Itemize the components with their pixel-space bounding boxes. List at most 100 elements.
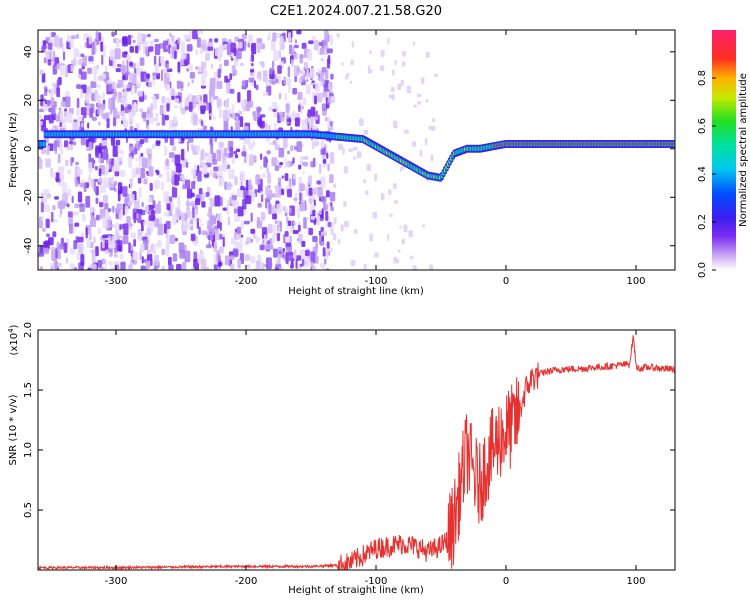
spectrogram-cell [413,104,417,108]
spectrogram-cell [306,112,311,118]
spectrogram-cell [363,129,369,135]
spectrogram-cell [318,186,323,198]
spectrogram-cell [59,109,64,121]
spectrogram-cell [321,196,327,203]
spectrogram-cell [172,116,178,123]
spectrogram-cell [85,195,91,208]
spectrogram-cell [119,224,122,231]
spectrogram-cell [174,237,178,242]
spectrogram-cell [123,119,129,128]
colorbar-label: Normalized spectral amplitude [738,73,749,227]
spectrogram-cell [400,79,404,86]
spectrogram-cell [191,79,194,84]
spectrogram-cell [341,62,344,67]
spectrogram-cell [163,40,169,53]
spectrogram-cell [129,46,134,53]
spectrogram-cell [38,108,45,113]
spectrogram-cell [248,184,253,190]
spectrogram-cell [343,166,349,174]
spectrogram-cell [58,212,62,219]
spectrogram-cell [83,182,87,193]
spectrogram-cell [268,106,273,112]
spectrogram-cell [234,36,240,42]
spectrogram-cell [234,176,238,186]
spectrogram-cell [331,228,334,235]
spectrogram-cell [321,231,328,236]
spectrogram-cell [412,265,417,270]
spectrogram-cell [147,153,152,160]
spectrogram-cell [196,37,201,48]
spectrogram-cell [293,173,296,180]
spectrogram-cell [39,69,44,75]
spectrogram-cell [75,33,79,39]
spectrogram-cell [136,138,139,150]
spectrogram-cell [321,103,328,111]
spectrogram-cell [292,157,295,164]
spectrogram-cell [287,188,292,198]
spectrogram-cell [296,255,302,261]
spectrogram-cell [273,248,278,258]
spectrogram-cell [299,183,305,192]
spectrogram-cell [337,143,343,150]
spectrogram-cell [231,237,236,245]
spectrogram-cell [134,201,140,209]
spectrogram-cell [99,267,105,270]
spectrogram-cell [218,246,224,254]
spectrogram-cell [40,266,44,270]
spectrogram-cell [191,168,196,176]
spectrogram-cell [186,188,193,199]
spectrogram-cell [109,266,115,270]
spectrogram-cell [260,190,263,196]
spectrogram-cell [115,68,121,73]
spectrogram-x-axis-label: Height of straight line (km) [288,286,424,297]
spectrogram-cell [266,150,271,155]
spectrogram-cell [262,92,269,96]
spectrogram-cell [312,209,316,217]
spectrogram-cell [206,212,211,217]
spectrogram-cell [69,112,73,124]
spectrogram-cell [318,163,322,174]
spectrogram-cell [298,164,302,170]
spectrogram-cell [260,211,266,221]
spectrogram-cell [255,235,259,244]
spectrogram-cell [89,233,92,241]
spectrogram-cell [242,145,246,152]
spectrogram-cell [174,98,180,103]
spectrogram-cell [108,261,113,266]
spectrogram-cell [176,219,179,223]
spectrogram-cell [77,191,83,203]
spectrogram-cell [296,30,302,35]
spectrogram-cell [276,219,280,226]
spectrogram-cell [43,247,50,255]
spectrogram-cell [150,210,156,221]
spectrogram-y-axis-label: Frequency (Hz) [8,112,19,188]
spectrogram-cell [393,199,398,204]
spectrogram-cell [88,153,92,159]
spectrogram-cell [113,254,118,258]
spectrogram-cell [104,259,107,270]
spectrogram-cell [252,155,257,163]
spectrogram-cell [329,191,336,202]
spectrogram-cell [50,87,54,98]
spectrogram-cell [401,166,405,171]
spectrogram-cell [322,79,326,86]
spectrogram-cell [149,40,154,48]
spectrogram-cell [40,94,44,100]
spectrogram-cell [93,178,99,182]
spectrogram-cell [298,104,301,113]
spectrogram-cell [270,39,276,51]
spectrogram-cell [326,58,331,69]
spectrogram-cell [312,235,318,243]
snr-y-scale-base: (x10 [9,333,20,356]
spectrogram-cell [250,54,255,62]
spectrogram-cell [387,189,392,196]
spectrogram-cell [306,68,309,81]
spectrogram-cell [139,108,144,112]
spectrogram-cell [131,72,137,85]
spectrogram-cell [118,39,123,43]
spectrogram-cell [274,165,280,171]
spectrogram-cell [85,95,91,104]
spectrogram-cell [673,142,675,145]
spectrogram-cell [127,200,133,207]
spectrogram-cell [195,169,199,176]
